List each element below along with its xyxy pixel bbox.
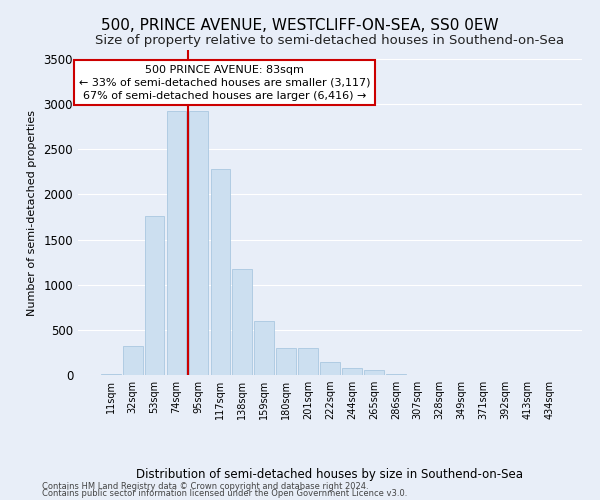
Text: Contains public sector information licensed under the Open Government Licence v3: Contains public sector information licen… (42, 489, 407, 498)
Text: 500 PRINCE AVENUE: 83sqm
← 33% of semi-detached houses are smaller (3,117)
67% o: 500 PRINCE AVENUE: 83sqm ← 33% of semi-d… (79, 64, 370, 101)
Bar (145, 216, 164, 375)
Bar (167, 112, 187, 375)
Bar (188, 112, 208, 375)
Bar (386, 374, 406, 375)
Text: Contains HM Land Registry data © Crown copyright and database right 2024.: Contains HM Land Registry data © Crown c… (42, 482, 368, 491)
Bar (342, 368, 362, 375)
Bar (123, 346, 143, 375)
Bar (276, 348, 296, 375)
Bar (320, 362, 340, 375)
Bar (232, 270, 252, 375)
Bar (254, 321, 274, 375)
Bar (101, 374, 121, 375)
Title: Size of property relative to semi-detached houses in Southend-on-Sea: Size of property relative to semi-detach… (95, 34, 565, 48)
Bar (298, 348, 318, 375)
Bar (364, 370, 384, 375)
Bar (211, 169, 230, 375)
X-axis label: Distribution of semi-detached houses by size in Southend-on-Sea: Distribution of semi-detached houses by … (137, 468, 523, 481)
Text: 500, PRINCE AVENUE, WESTCLIFF-ON-SEA, SS0 0EW: 500, PRINCE AVENUE, WESTCLIFF-ON-SEA, SS… (101, 18, 499, 32)
Y-axis label: Number of semi-detached properties: Number of semi-detached properties (26, 110, 37, 316)
